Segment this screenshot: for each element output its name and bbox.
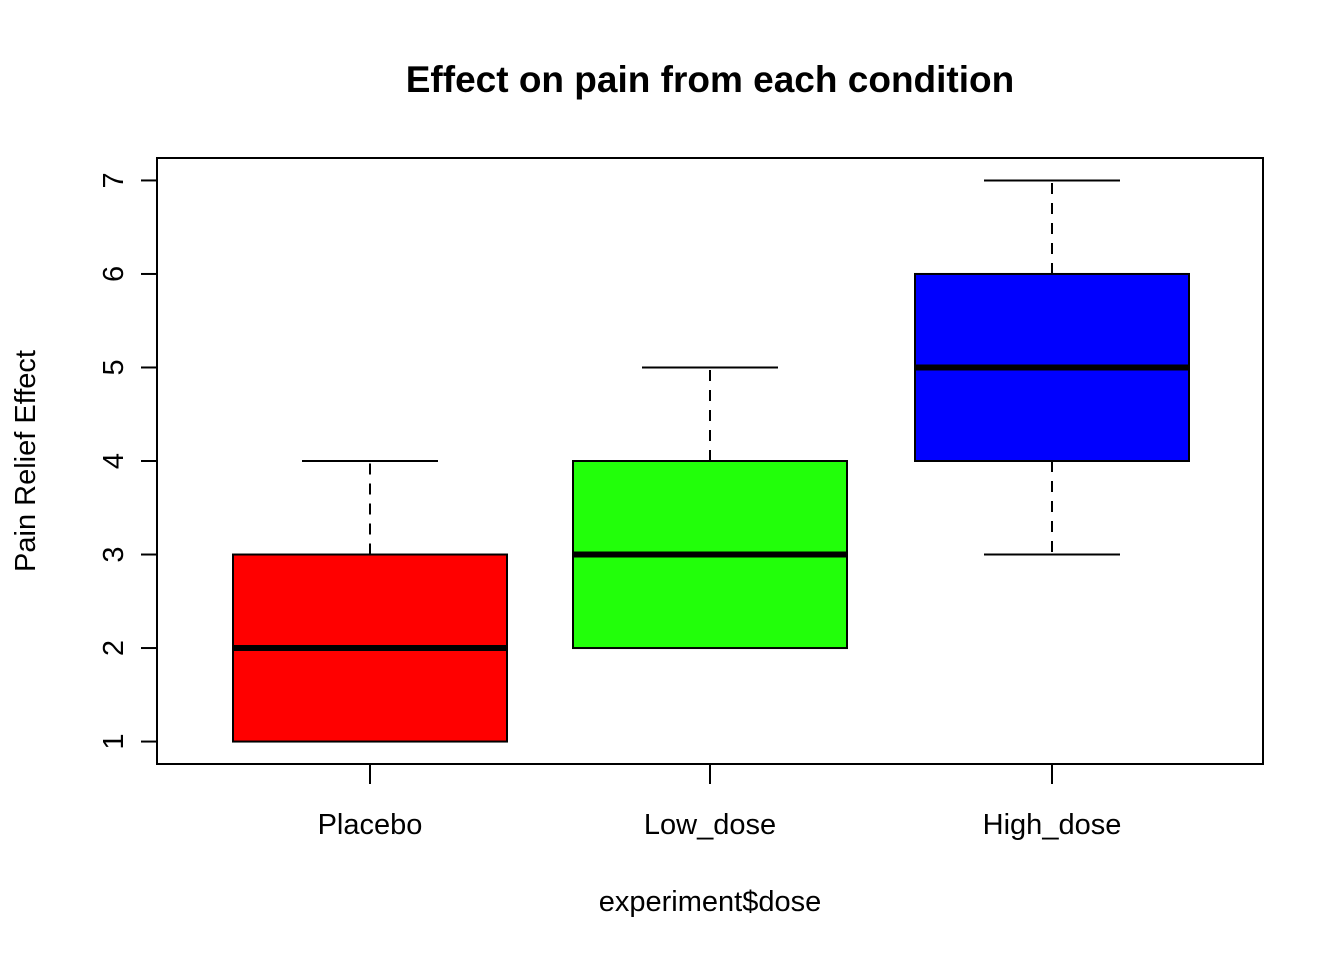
y-tick-label: 6: [98, 266, 130, 282]
x-tick-label: Placebo: [318, 809, 423, 841]
y-axis-label: Pain Relief Effect: [10, 350, 42, 572]
y-tick-label: 3: [98, 546, 130, 562]
x-tick-label: Low_dose: [644, 809, 776, 841]
chart-title: Effect on pain from each condition: [406, 59, 1014, 100]
y-tick-label: 7: [98, 172, 130, 188]
y-tick-label: 4: [98, 453, 130, 469]
y-tick-label: 2: [98, 640, 130, 656]
x-axis-label: experiment$dose: [599, 886, 821, 918]
x-tick-label: High_dose: [983, 809, 1122, 841]
plot-area: 1 2 3 4 5 6 7 Placebo Low_dose High_dose: [98, 157, 1264, 841]
y-tick-label: 5: [98, 359, 130, 375]
y-tick-label: 1: [98, 733, 130, 749]
